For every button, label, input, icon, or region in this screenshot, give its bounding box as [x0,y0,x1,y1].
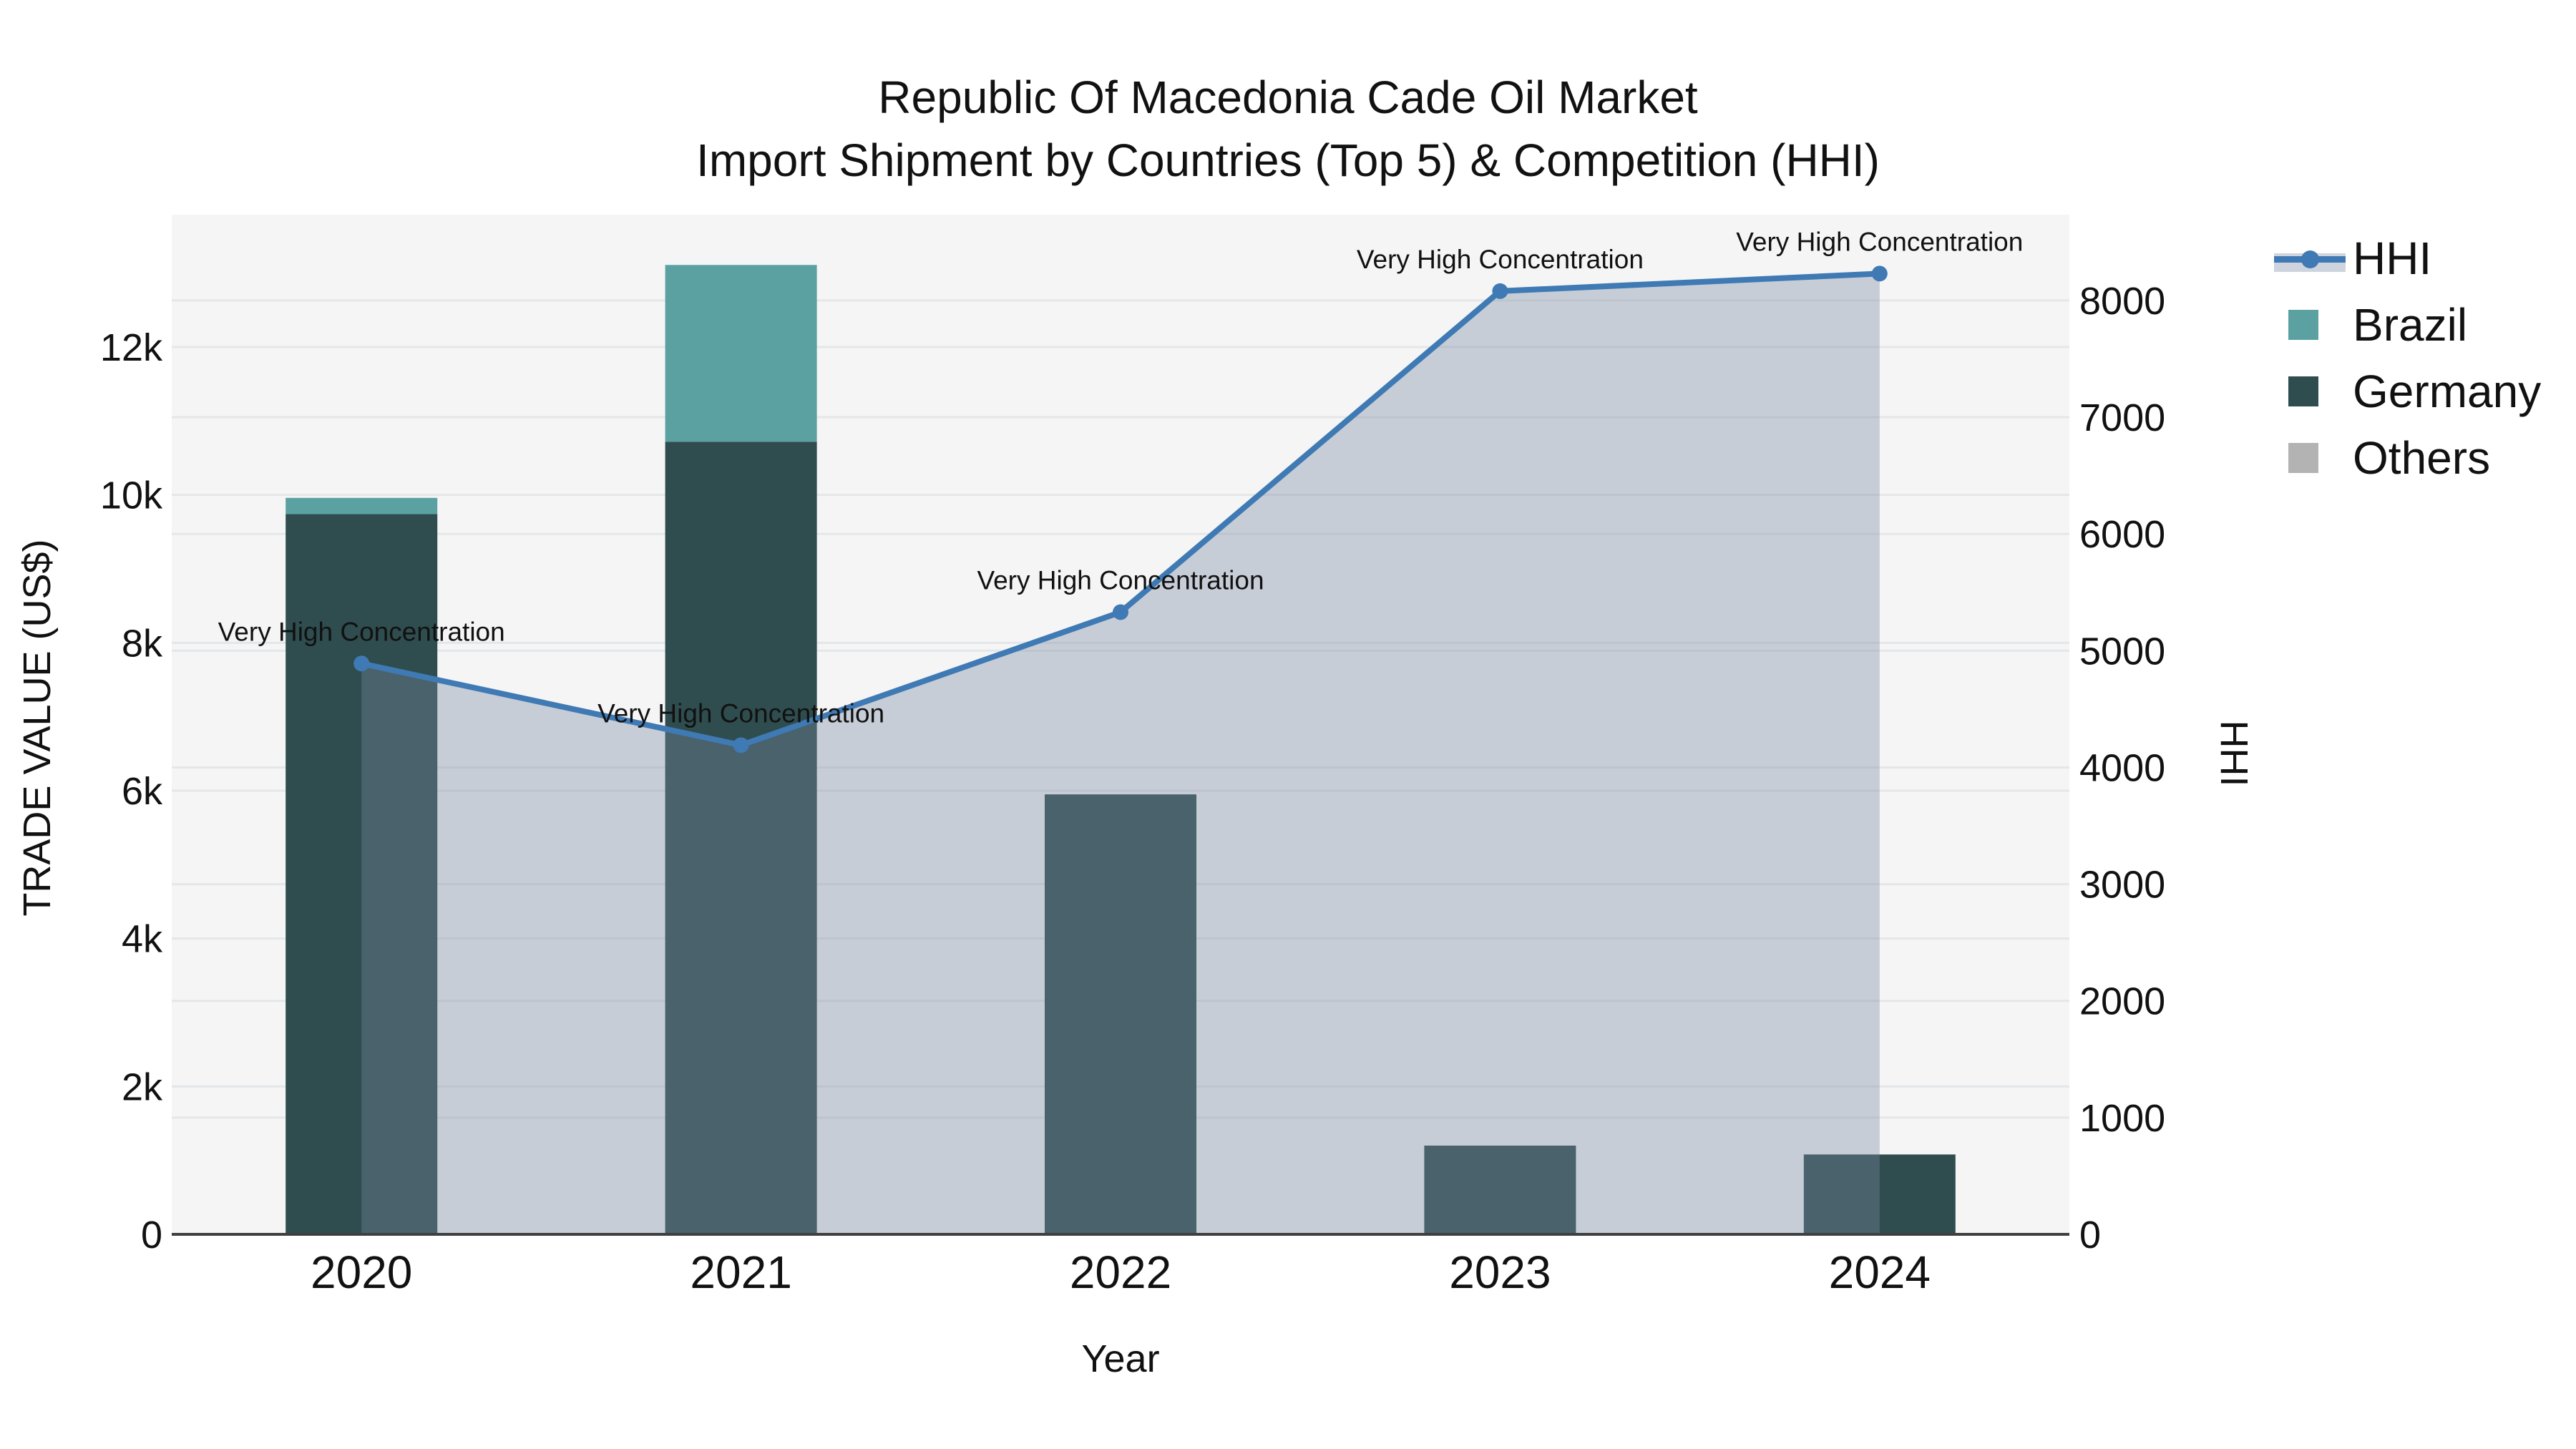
y-axis-right-title: HHI [2212,720,2255,787]
legend-label-hhi: HHI [2353,233,2432,284]
y-axis-left-title: TRADE VALUE (US$) [16,539,59,917]
y-right-tick-label: 6000 [2079,513,2165,556]
bar-brazil-2021[interactable] [665,265,817,442]
y-left-tick-label: 8k [122,622,163,665]
y-left-tick-label: 10k [100,474,163,517]
hhi-marker-2022[interactable] [1113,604,1128,620]
y-left-tick-label: 0 [141,1214,162,1257]
bar-germany-2022[interactable] [1045,794,1196,1234]
legend-item-hhi[interactable]: HHI [2274,233,2541,284]
annotation-2023: Very High Concentration [1357,245,1644,274]
hhi-marker-2020[interactable] [353,655,370,672]
annotation-2022: Very High Concentration [977,565,1264,595]
annotation-2024: Very High Concentration [1736,227,2023,256]
legend-label-germany: Germany [2353,366,2542,417]
x-tick-label-2024: 2024 [1829,1246,1931,1298]
y-right-tick-label: 7000 [2079,396,2165,439]
bar-brazil-2020[interactable] [286,497,438,514]
legend: HHI Brazil Germany Others [2274,233,2542,501]
y-left-tick-label: 4k [122,918,163,961]
others-swatch [2288,443,2318,473]
chart-title-line1: Republic Of Macedonia Cade Oil Market [878,72,1698,123]
hhi-marker-2021[interactable] [733,737,749,753]
y-left-tick-label: 6k [122,770,163,813]
chart-title: Republic Of Macedonia Cade Oil Market Im… [0,66,2576,192]
y-right-tick-label: 1000 [2079,1097,2165,1140]
brazil-swatch [2288,310,2318,340]
y-right-tick-label: 8000 [2079,280,2165,323]
brazil-swatch-icon [2274,301,2346,348]
legend-label-brazil: Brazil [2353,299,2468,351]
hhi-marker-2024[interactable] [1871,265,1888,282]
annotation-2021: Very High Concentration [597,698,884,728]
y-right-tick-label: 2000 [2079,980,2165,1023]
legend-label-others: Others [2353,432,2491,484]
germany-swatch-icon [2274,368,2346,415]
x-tick-label-2020: 2020 [311,1246,412,1298]
y-left-tick-label: 2k [122,1065,163,1108]
hhi-marker-glyph [2301,250,2319,268]
x-tick-label-2023: 2023 [1449,1246,1551,1298]
chart-title-line2: Import Shipment by Countries (Top 5) & C… [696,135,1880,186]
germany-swatch [2288,376,2318,406]
legend-item-germany[interactable]: Germany [2274,366,2542,417]
legend-item-brazil[interactable]: Brazil [2274,299,2541,351]
hhi-marker-2023[interactable] [1492,283,1508,299]
x-axis-title: Year [1081,1337,1160,1380]
bar-germany-2024[interactable] [1803,1154,1956,1234]
bar-germany-2021[interactable] [665,441,817,1235]
x-tick-label-2021: 2021 [690,1246,791,1298]
hhi-line-sample-icon [2274,235,2346,282]
hhi-area-fill [361,273,1880,1235]
others-swatch-icon [2274,434,2346,482]
bar-germany-2023[interactable] [1424,1145,1576,1234]
y-right-tick-label: 0 [2079,1214,2101,1257]
y-right-tick-label: 3000 [2079,864,2165,907]
y-left-tick-label: 12k [100,326,163,369]
x-tick-label-2022: 2022 [1070,1246,1171,1298]
y-right-tick-label: 5000 [2079,630,2165,673]
y-right-tick-label: 4000 [2079,746,2165,789]
annotation-2020: Very High Concentration [218,617,505,646]
legend-item-others[interactable]: Others [2274,432,2541,484]
bar-germany-2020[interactable] [286,514,438,1234]
